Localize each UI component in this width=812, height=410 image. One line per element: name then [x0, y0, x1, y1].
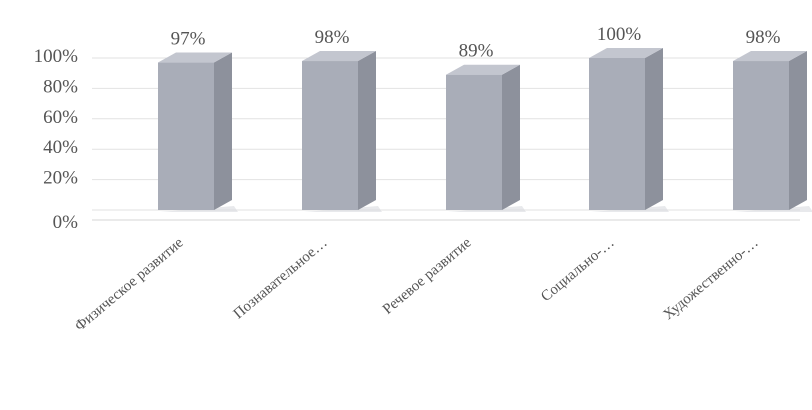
bar	[733, 61, 789, 210]
y-tick-label: 60%	[43, 107, 78, 128]
data-label: 89%	[459, 41, 494, 62]
bar-side	[214, 52, 232, 211]
x-tick-label: Речевое развитие	[380, 235, 475, 318]
x-tick-label: Познавательное…	[231, 235, 331, 322]
data-label: 97%	[171, 29, 206, 50]
y-tick-label: 80%	[43, 76, 78, 97]
bar-side	[502, 64, 520, 210]
x-tick-label: Физическое развитие	[72, 235, 187, 335]
bar-top	[733, 51, 807, 62]
y-tick-label: 100%	[34, 46, 79, 67]
bar	[589, 58, 645, 210]
bar	[158, 62, 214, 211]
x-tick-label: Социально-…	[538, 235, 617, 305]
bar	[302, 61, 358, 210]
bar-top	[302, 51, 376, 62]
data-label: 100%	[597, 24, 642, 45]
bar	[446, 74, 502, 210]
bar-top	[446, 64, 520, 75]
bar-side	[645, 48, 663, 210]
bar-top	[158, 52, 232, 63]
y-tick-label: 40%	[43, 137, 78, 158]
data-label: 98%	[746, 27, 781, 48]
y-tick-label: 20%	[43, 168, 78, 189]
data-label: 98%	[315, 27, 350, 48]
x-tick-label: Художественно-…	[661, 235, 762, 323]
bar-side	[358, 51, 376, 210]
bar-side	[789, 51, 807, 210]
y-tick-label: 0%	[53, 212, 79, 233]
bar-top	[589, 48, 663, 58]
